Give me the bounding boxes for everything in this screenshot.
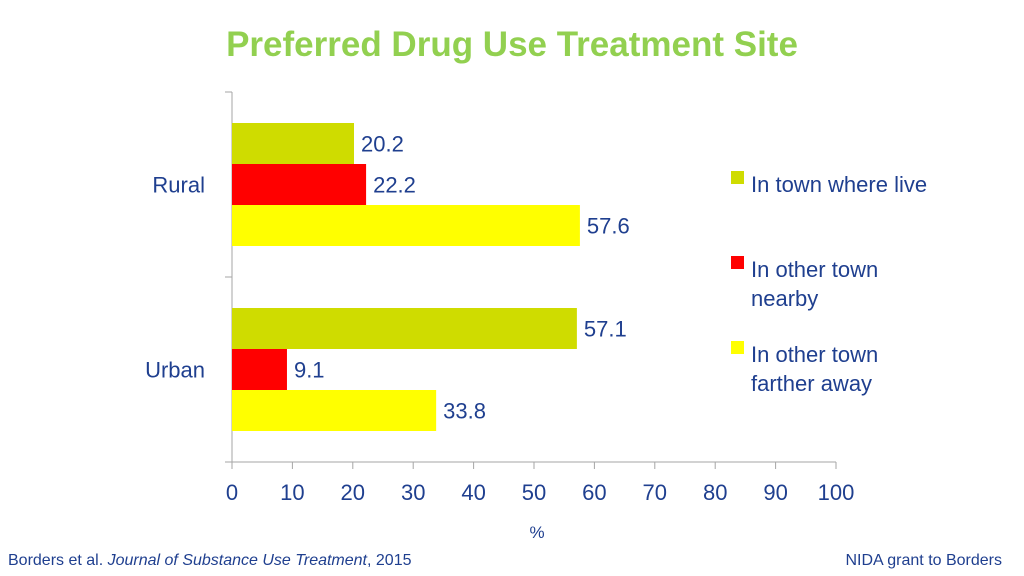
bar-urban-in-other-town-farther-away [232, 390, 437, 431]
x-tick-label: 70 [643, 480, 667, 505]
legend-label-line: In town where live [751, 172, 927, 197]
legend-label-in-other-town-nearby: In other town nearby [751, 257, 878, 311]
data-label: 33.8 [443, 399, 486, 424]
legend-swatch-in-other-town-farther-away [731, 341, 744, 354]
x-tick-label: 60 [582, 480, 606, 505]
x-tick-label: 10 [280, 480, 304, 505]
x-tick-label: 20 [341, 480, 365, 505]
funding-note: NIDA grant to Borders [845, 552, 1002, 569]
legend-label-line: nearby [751, 286, 818, 311]
citation: Borders et al. Journal of Substance Use … [8, 552, 411, 570]
legend-label-line: In other town [751, 342, 878, 367]
bar-rural-in-other-town-nearby [232, 164, 367, 205]
legend-swatch-in-town-where-live [731, 171, 744, 184]
legend-label-in-town-where-live: In town where live [751, 172, 927, 197]
data-label: 22.2 [373, 173, 416, 198]
x-tick-label: 50 [522, 480, 546, 505]
category-label-urban: Urban [145, 358, 205, 383]
legend-label-line: farther away [751, 371, 872, 396]
bar-urban-in-other-town-nearby [232, 349, 287, 390]
x-tick-label: 30 [401, 480, 425, 505]
x-tick-label: 0 [226, 480, 238, 505]
data-label: 20.2 [361, 132, 404, 157]
bar-rural-in-town-where-live [232, 123, 355, 164]
x-tick-label: 40 [461, 480, 485, 505]
citation-journal: Journal of Substance Use Treatment [107, 552, 367, 569]
legend-swatch-in-other-town-nearby [731, 256, 744, 269]
x-tick-label: 90 [763, 480, 787, 505]
data-label: 57.6 [587, 214, 630, 239]
data-label: 57.1 [584, 317, 627, 342]
bar-rural-in-other-town-farther-away [232, 205, 580, 246]
legend-label-line: In other town [751, 257, 878, 282]
citation-prefix: Borders et al. [8, 552, 108, 569]
bar-urban-in-town-where-live [232, 308, 577, 349]
citation-suffix: , 2015 [367, 552, 412, 569]
category-label-rural: Rural [152, 173, 205, 198]
data-label: 9.1 [294, 358, 325, 383]
x-axis-label: % [529, 523, 544, 542]
chart-title: Preferred Drug Use Treatment Site [226, 25, 798, 64]
x-tick-label: 100 [818, 480, 855, 505]
x-tick-label: 80 [703, 480, 727, 505]
legend-label-in-other-town-farther-away: In other town farther away [751, 342, 878, 396]
